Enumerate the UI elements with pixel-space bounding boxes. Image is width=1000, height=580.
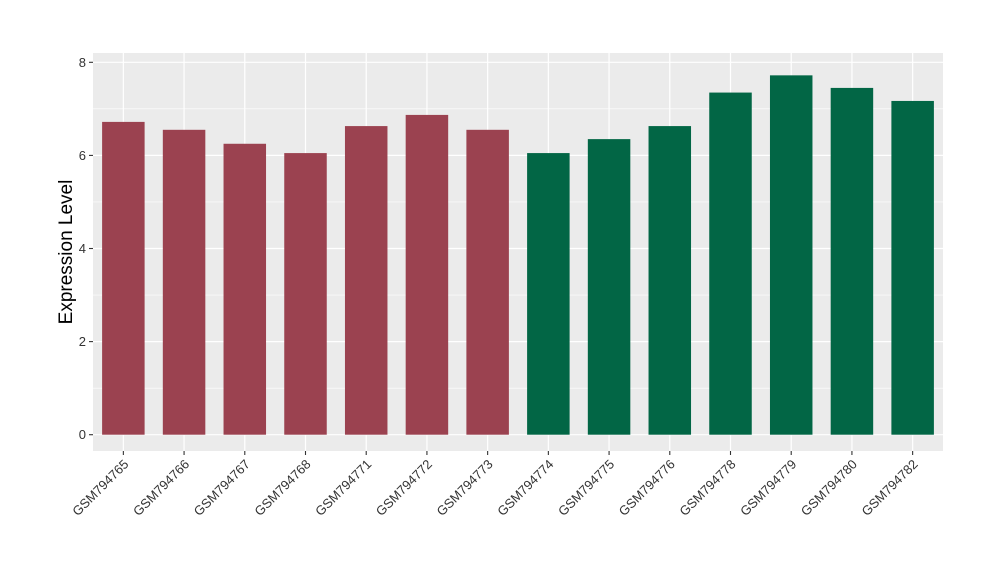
bar-gsm794775 (587, 139, 631, 435)
y-tick-label: 4 (79, 241, 86, 256)
x-tick-label: GSM794766 (130, 457, 192, 519)
x-tick-label: GSM794775 (555, 457, 617, 519)
bar-gsm794774 (527, 153, 570, 435)
y-tick-label: 6 (79, 148, 86, 163)
x-tick-label: GSM794767 (191, 457, 253, 519)
x-tick-label: GSM794772 (373, 457, 435, 519)
bar-gsm794766 (162, 129, 206, 435)
y-tick-label: 0 (79, 427, 86, 442)
x-axis: GSM794765GSM794766GSM794767GSM794768GSM7… (69, 451, 921, 519)
bar-gsm794778 (709, 92, 752, 435)
bar-gsm794771 (344, 126, 388, 435)
x-tick-label: GSM794771 (312, 457, 374, 519)
y-tick-label: 8 (79, 55, 86, 70)
bar-gsm794780 (830, 87, 874, 435)
x-tick-label: GSM794780 (798, 457, 860, 519)
bar-gsm794773 (466, 129, 509, 435)
x-tick-label: GSM794778 (676, 457, 738, 519)
bar-gsm794776 (648, 126, 692, 435)
bars (102, 75, 934, 435)
x-tick-label: GSM794765 (69, 457, 131, 519)
y-axis-title: Expression Level (56, 180, 77, 325)
x-tick-label: GSM794774 (494, 457, 556, 519)
x-tick-label: GSM794768 (251, 457, 313, 519)
bar-gsm794765 (102, 121, 145, 435)
bar-gsm794779 (769, 75, 813, 435)
x-tick-label: GSM794773 (434, 457, 496, 519)
plot-panel (93, 53, 943, 451)
x-tick-label: GSM794776 (616, 457, 678, 519)
bar-gsm794772 (405, 114, 449, 435)
y-tick-label: 2 (79, 334, 86, 349)
bar-gsm794782 (891, 100, 934, 435)
x-tick-label: GSM794782 (859, 457, 921, 519)
bar-gsm794767 (223, 143, 267, 435)
y-axis: 0 2 4 6 8 (79, 55, 93, 442)
x-tick-label: GSM794779 (737, 457, 799, 519)
bar-gsm794768 (284, 153, 327, 435)
